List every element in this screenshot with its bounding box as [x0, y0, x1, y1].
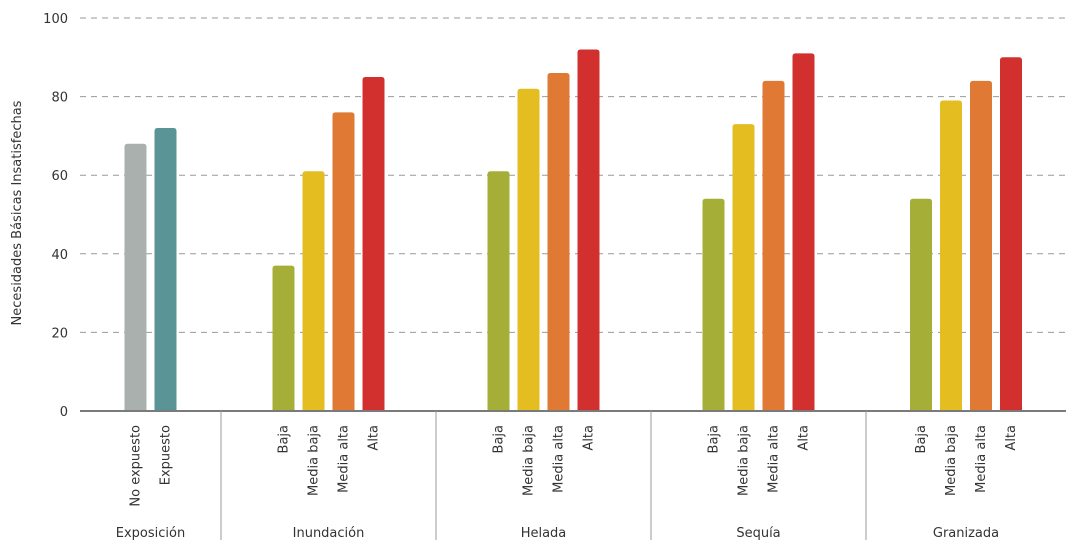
x-tick-label: Alta: [367, 425, 382, 451]
bar: [124, 143, 147, 411]
x-tick-label: Baja: [914, 425, 929, 453]
x-tick-label: Alta: [1004, 425, 1019, 451]
x-tick-label: Expuesto: [159, 425, 174, 485]
x-tick-label: Media baja: [944, 425, 959, 496]
bars-layer: [124, 49, 1022, 412]
x-tick-label: Media baja: [307, 425, 322, 496]
y-tick-label: 60: [51, 169, 68, 184]
y-tick-label: 0: [60, 405, 68, 420]
bar: [302, 171, 325, 411]
x-tick-label: Media alta: [974, 425, 989, 493]
bar: [732, 124, 755, 412]
x-tick-label: Media alta: [767, 425, 782, 493]
y-tick-label: 20: [51, 326, 68, 341]
group-label: Exposición: [116, 526, 185, 541]
x-tick-label: Media alta: [337, 425, 352, 493]
y-axis-title: Necesidades Básicas Insatisfechas: [10, 100, 25, 325]
x-tick-label: Media baja: [737, 425, 752, 496]
bar: [517, 88, 540, 412]
x-tick-label: Baja: [707, 425, 722, 453]
bar: [577, 49, 600, 411]
bar: [332, 112, 355, 411]
bar: [702, 198, 725, 411]
x-tick-label: Alta: [797, 425, 812, 451]
y-tick-label: 40: [51, 248, 68, 263]
x-tick-label: Media baja: [522, 425, 537, 496]
labels-layer: 0 20 40 60 80 100 No expuesto Expuesto Exposició…: [43, 12, 1019, 541]
group-label: Sequía: [736, 526, 780, 541]
bar: [362, 76, 385, 411]
x-tick-label: No expuesto: [129, 425, 144, 507]
bar: [547, 73, 570, 412]
bar: [1000, 57, 1022, 412]
x-tick-label: Baja: [492, 425, 507, 453]
bar: [970, 80, 992, 411]
x-tick-label: Baja: [277, 425, 292, 453]
y-tick-label: 100: [43, 12, 68, 27]
bar: [940, 100, 962, 411]
axis-layer: [80, 410, 1066, 540]
bar: [910, 198, 932, 411]
bar: [154, 128, 177, 412]
bar: [487, 171, 510, 411]
group-label: Granizada: [933, 526, 999, 541]
group-label: Helada: [521, 526, 567, 541]
x-tick-label: Media alta: [552, 425, 567, 493]
bar: [272, 265, 295, 411]
group-label: Inundación: [293, 526, 365, 541]
bar: [792, 53, 815, 412]
y-tick-label: 80: [51, 91, 68, 106]
x-tick-label: Alta: [582, 425, 597, 451]
bar: [762, 80, 785, 411]
